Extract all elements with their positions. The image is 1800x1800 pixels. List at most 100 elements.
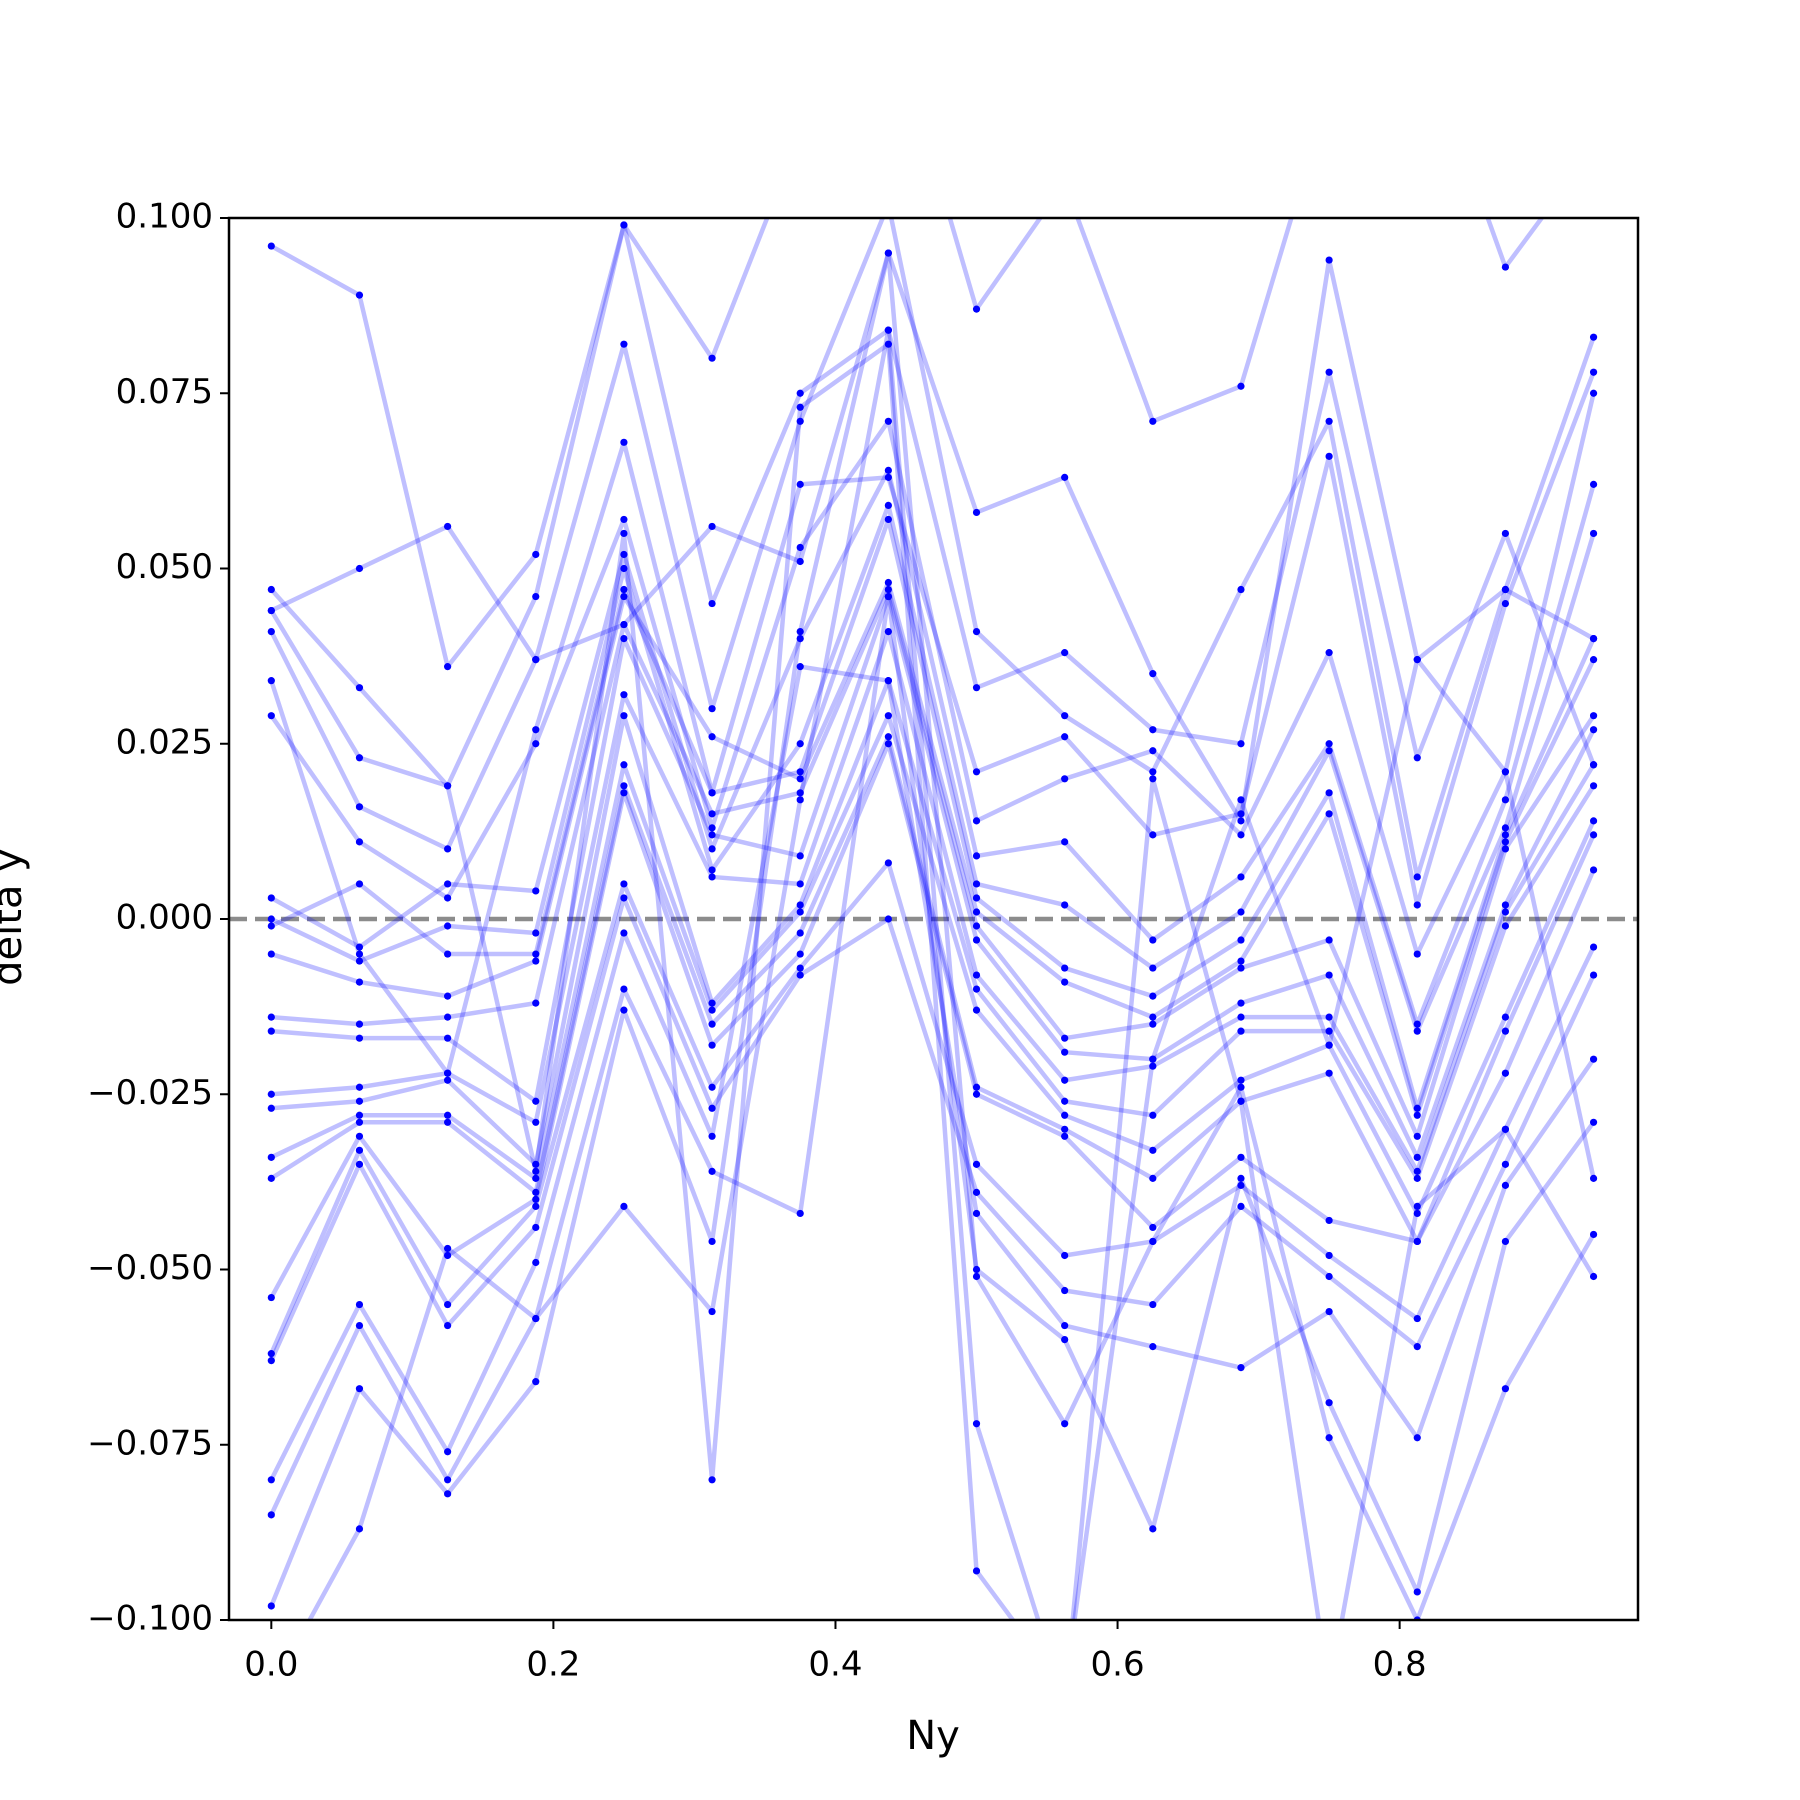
data-point bbox=[1237, 585, 1245, 594]
data-point bbox=[267, 606, 275, 615]
x-tick-label: 0.6 bbox=[1091, 1645, 1145, 1685]
data-point bbox=[355, 838, 364, 846]
data-point bbox=[796, 901, 804, 909]
data-point bbox=[1413, 1202, 1421, 1211]
data-point bbox=[1325, 789, 1333, 797]
series-line bbox=[271, 629, 1596, 1174]
data-point bbox=[355, 943, 364, 951]
series-line bbox=[270, 503, 1596, 1034]
data-point bbox=[532, 1167, 540, 1175]
data-point bbox=[532, 1258, 540, 1267]
data-point bbox=[620, 1202, 628, 1211]
x-tick-label: 0.0 bbox=[244, 1645, 298, 1685]
data-point bbox=[620, 635, 628, 643]
data-point bbox=[1501, 585, 1510, 594]
data-point bbox=[708, 354, 716, 362]
data-point bbox=[1325, 1013, 1333, 1021]
data-point bbox=[532, 740, 540, 748]
data-point bbox=[532, 1223, 540, 1232]
data-point bbox=[972, 894, 981, 902]
data-point bbox=[1149, 1223, 1157, 1232]
data-point bbox=[884, 733, 892, 741]
y-tick-label: −0.075 bbox=[87, 1423, 213, 1463]
data-point bbox=[1061, 901, 1069, 909]
data-point bbox=[1237, 1153, 1245, 1161]
data-point bbox=[620, 985, 628, 993]
data-point bbox=[532, 656, 540, 664]
series-line bbox=[269, 250, 1596, 1620]
data-point bbox=[532, 999, 540, 1007]
data-point bbox=[884, 859, 892, 867]
data-point bbox=[1149, 670, 1157, 678]
data-point bbox=[532, 1118, 540, 1126]
data-point bbox=[1501, 768, 1510, 776]
data-point bbox=[972, 1265, 981, 1274]
data-point bbox=[355, 1132, 364, 1140]
data-point bbox=[355, 950, 364, 958]
data-point bbox=[532, 1314, 540, 1323]
data-point bbox=[1501, 1013, 1510, 1021]
data-point bbox=[1413, 1020, 1421, 1028]
data-point bbox=[1149, 747, 1157, 755]
data-point bbox=[1325, 740, 1333, 748]
data-point bbox=[1326, 88, 1333, 95]
data-point bbox=[444, 992, 452, 1000]
data-point bbox=[972, 1006, 981, 1014]
data-point bbox=[796, 557, 804, 566]
data-point bbox=[796, 789, 804, 797]
data-point bbox=[1061, 1048, 1069, 1056]
data-point bbox=[355, 1111, 364, 1119]
data-point bbox=[972, 1188, 981, 1196]
data-point bbox=[1237, 1083, 1245, 1091]
data-point bbox=[1413, 1209, 1421, 1218]
data-point bbox=[532, 1160, 540, 1168]
data-point bbox=[884, 249, 892, 257]
data-point bbox=[1061, 712, 1069, 720]
data-point bbox=[355, 1525, 364, 1533]
data-point bbox=[708, 705, 716, 713]
data-point bbox=[1589, 831, 1598, 839]
data-point bbox=[1325, 1041, 1333, 1049]
data-point bbox=[1237, 831, 1245, 839]
data-point bbox=[1325, 417, 1333, 425]
data-point bbox=[708, 1307, 716, 1316]
data-point bbox=[532, 550, 540, 559]
data-point bbox=[620, 789, 628, 797]
y-tick-label: 0.025 bbox=[116, 722, 213, 762]
data-point bbox=[532, 1097, 540, 1105]
data-point bbox=[1061, 838, 1069, 846]
data-point bbox=[708, 1132, 716, 1140]
data-point bbox=[444, 880, 452, 888]
data-point bbox=[1149, 936, 1157, 944]
data-point bbox=[884, 326, 892, 334]
data-point bbox=[620, 894, 628, 902]
data-point bbox=[1325, 1434, 1333, 1442]
data-point bbox=[796, 635, 804, 643]
data-point bbox=[1413, 1167, 1421, 1175]
data-point bbox=[267, 950, 275, 958]
data-point bbox=[1237, 382, 1245, 390]
data-point bbox=[1413, 1434, 1421, 1442]
data-point bbox=[1589, 1230, 1598, 1239]
data-point bbox=[1501, 838, 1510, 846]
data-point bbox=[972, 684, 981, 692]
data-point bbox=[884, 473, 892, 481]
data-point bbox=[444, 1069, 452, 1077]
data-point bbox=[620, 585, 628, 594]
data-point bbox=[796, 740, 804, 748]
data-point bbox=[620, 529, 628, 538]
data-point bbox=[1237, 1364, 1245, 1372]
data-point bbox=[972, 922, 981, 930]
data-point bbox=[885, 200, 892, 207]
data-point bbox=[620, 221, 628, 229]
data-point bbox=[267, 1602, 275, 1610]
data-point bbox=[884, 578, 892, 587]
data-point bbox=[796, 929, 804, 937]
data-point bbox=[708, 824, 716, 832]
y-tick-label: 0.050 bbox=[116, 547, 213, 587]
data-point bbox=[355, 1083, 364, 1091]
data-point bbox=[1149, 992, 1157, 1000]
data-point bbox=[1149, 775, 1157, 783]
data-point bbox=[796, 627, 804, 636]
y-axis-label: delta y bbox=[0, 848, 31, 986]
